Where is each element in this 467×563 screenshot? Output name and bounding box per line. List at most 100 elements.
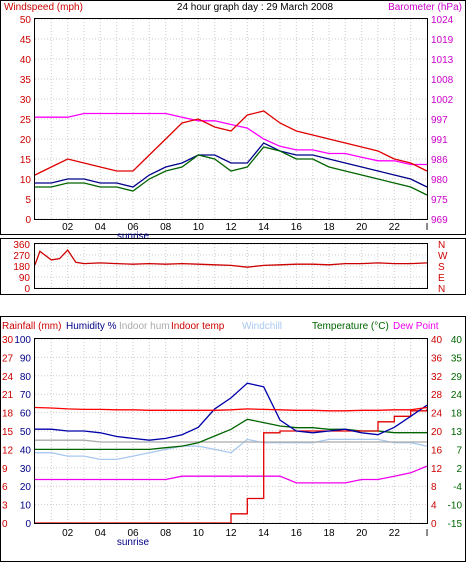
x-tick-label: 08 — [160, 222, 172, 233]
x-tick-label: 14 — [258, 222, 270, 233]
x-tick-label: 06 — [127, 222, 139, 233]
right-tick-label: 1008 — [431, 75, 454, 86]
wind-left-axis: 0 5 10 15 20 25 30 35 40 45 50 — [20, 15, 32, 226]
direction-tick-label: 180 — [13, 262, 30, 273]
humidity-tick-label: 30 — [20, 464, 32, 475]
dew-point-line — [35, 465, 428, 484]
right-tick-label: 969 — [431, 215, 448, 226]
left-tick-label: 20 — [20, 135, 32, 146]
wind-right-axis: 969 975 980 986 991 997 1002 1008 1013 1019 1024 — [431, 15, 454, 226]
temperature-label: Temperature (°C) — [312, 321, 389, 332]
left-tick-label: 45 — [20, 35, 32, 46]
rain-tick-label: 30 — [2, 335, 14, 346]
x-tick-label: 08 — [160, 528, 172, 539]
temperature-tick-label: 40 — [451, 335, 463, 346]
humidity-tick-label: 40 — [20, 445, 32, 456]
direction-tick-label: 90 — [19, 273, 31, 284]
average-blue-line — [35, 142, 428, 188]
rain-tick-label: 6 — [2, 482, 8, 493]
temperature-tick-label: 24 — [451, 390, 463, 401]
direction-line — [34, 249, 428, 268]
temperature-tick-label: -10 — [448, 501, 463, 512]
left-tick-label: 35 — [20, 75, 32, 86]
average-green-line — [35, 146, 428, 196]
x-tick-label: 12 — [225, 222, 237, 233]
indoor-hum-line — [35, 439, 427, 443]
x-tick-label: I — [426, 222, 429, 233]
indoor-temp-tick-label: 36 — [431, 353, 443, 364]
x-tick-label: 22 — [389, 528, 401, 539]
x-tick-label: 12 — [225, 528, 237, 539]
rain-tick-label: 0 — [2, 519, 8, 530]
x-tick-label: 16 — [291, 222, 303, 233]
direction-tick-label: 270 — [13, 251, 30, 262]
humidity-label: Humidity % — [66, 321, 117, 332]
rain-tick-label: 27 — [2, 353, 14, 364]
x-tick-label: 10 — [193, 222, 205, 233]
left-tick-label: 30 — [20, 95, 32, 106]
temp-plot-border — [34, 338, 428, 524]
indoor-temp-tick-label: 28 — [431, 390, 443, 401]
temperature-tick-label: 18 — [451, 409, 463, 420]
direction-plot-border — [34, 243, 428, 289]
humidity-tick-label: 60 — [20, 409, 32, 420]
barometer-line — [35, 112, 427, 166]
rain-tick-label: 12 — [2, 445, 14, 456]
right-tick-label: 975 — [431, 195, 448, 206]
x-tick-label: 18 — [323, 222, 335, 233]
x-tick-label: 06 — [127, 528, 139, 539]
x-tick-label: 14 — [258, 528, 270, 539]
wind-chart-title: 24 hour graph day : 29 March 2008 — [177, 2, 334, 13]
rain-tick-label: 15 — [2, 427, 14, 438]
indoor-hum-label: Indoor hum — [119, 321, 170, 332]
wind-series — [34, 110, 428, 196]
left-tick-label: 25 — [20, 115, 32, 126]
x-tick-label: 02 — [62, 528, 74, 539]
right-tick-label: 991 — [431, 135, 448, 146]
x-tick-label: 10 — [193, 528, 205, 539]
compass-tick-label: S — [438, 262, 445, 273]
temperature-tick-label: 2 — [456, 464, 462, 475]
right-tick-label: 997 — [431, 115, 448, 126]
indoor-temp-line — [34, 406, 428, 412]
indoor-temp-tick-label: 32 — [431, 372, 443, 383]
indoor-temp-label: Indoor temp — [171, 321, 225, 332]
humidity-line — [35, 382, 428, 441]
direction-tick-label: 360 — [13, 240, 30, 251]
humidity-tick-label: 80 — [20, 372, 32, 383]
left-tick-label: 15 — [20, 155, 32, 166]
rain-tick-label: 21 — [2, 390, 14, 401]
temperature-tick-label: 7 — [456, 445, 462, 456]
sunrise-marker: sunrise — [117, 537, 150, 548]
right-tick-label: 1024 — [431, 15, 454, 26]
x-tick-label: 04 — [95, 528, 107, 539]
compass-tick-label: N — [438, 284, 445, 295]
humidity-tick-label: 100 — [14, 335, 31, 346]
humidity-tick-label: 90 — [20, 353, 32, 364]
humidity-tick-label: 20 — [20, 482, 32, 493]
x-tick-label: 16 — [291, 528, 303, 539]
rain-tick-label: 9 — [2, 464, 8, 475]
right-tick-label: 980 — [431, 175, 448, 186]
rain-tick-label: 24 — [2, 372, 14, 383]
indoor-temp-tick-label: 16 — [431, 445, 443, 456]
right-tick-label: 1002 — [431, 95, 454, 106]
x-tick-label: 02 — [62, 222, 74, 233]
humidity-tick-label: 70 — [20, 390, 32, 401]
temp-grid — [35, 338, 427, 524]
direction-tick-label: 0 — [24, 284, 30, 295]
left-tick-label: 50 — [20, 15, 32, 26]
compass-tick-label: N — [438, 240, 445, 251]
wind-plot-border — [34, 18, 428, 220]
direction-series — [34, 249, 428, 268]
gust-line — [34, 110, 428, 176]
temp-axes: 0 0 0 -153 10 4 -106 20 8 -49 30 12 212 40 16 715 50 20 13… — [2, 335, 462, 530]
wind-right-label: Barometer (hPa) — [388, 2, 462, 13]
compass-tick-label: W — [438, 251, 448, 262]
temperature-tick-label: 13 — [451, 427, 463, 438]
indoor-temp-tick-label: 40 — [431, 335, 443, 346]
x-tick-label: 20 — [356, 528, 368, 539]
windchill-line — [35, 438, 428, 461]
x-tick-label: 20 — [356, 222, 368, 233]
